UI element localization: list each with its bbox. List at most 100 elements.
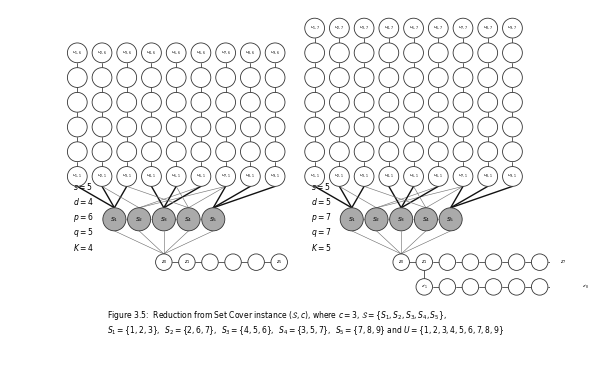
Text: $u_{6,7}$: $u_{6,7}$ xyxy=(433,24,443,32)
Circle shape xyxy=(248,254,264,270)
Circle shape xyxy=(117,68,136,87)
Circle shape xyxy=(354,43,374,63)
Circle shape xyxy=(354,166,374,186)
Circle shape xyxy=(478,117,498,137)
Circle shape xyxy=(225,254,241,270)
Text: $u_{4,6}$: $u_{4,6}$ xyxy=(146,49,157,57)
Circle shape xyxy=(404,117,424,137)
Text: $u_{1,7}$: $u_{1,7}$ xyxy=(310,24,319,32)
Circle shape xyxy=(428,18,448,38)
Text: $d = 5$: $d = 5$ xyxy=(310,196,331,207)
Circle shape xyxy=(509,279,525,295)
Circle shape xyxy=(305,142,324,162)
Circle shape xyxy=(404,92,424,112)
Text: $u_{5,1}$: $u_{5,1}$ xyxy=(409,173,419,180)
Circle shape xyxy=(265,68,285,87)
Circle shape xyxy=(578,279,594,295)
Circle shape xyxy=(502,142,523,162)
Circle shape xyxy=(191,68,211,87)
Circle shape xyxy=(478,43,498,63)
Text: $u_{2,6}$: $u_{2,6}$ xyxy=(97,49,107,57)
Circle shape xyxy=(166,142,186,162)
Circle shape xyxy=(305,68,324,87)
Circle shape xyxy=(166,92,186,112)
Circle shape xyxy=(379,92,399,112)
Text: $z_0$: $z_0$ xyxy=(160,258,167,266)
Circle shape xyxy=(462,279,479,295)
Text: $S_4$: $S_4$ xyxy=(422,215,430,224)
Circle shape xyxy=(453,68,473,87)
Circle shape xyxy=(117,142,136,162)
Text: $K = 4$: $K = 4$ xyxy=(73,242,94,253)
Text: $u_{1,1}$: $u_{1,1}$ xyxy=(72,173,82,180)
Circle shape xyxy=(329,166,349,186)
Circle shape xyxy=(439,254,455,270)
Circle shape xyxy=(329,68,349,87)
Circle shape xyxy=(453,142,473,162)
Circle shape xyxy=(241,166,260,186)
Circle shape xyxy=(179,254,195,270)
Text: $u_{1,1}$: $u_{1,1}$ xyxy=(310,173,319,180)
Circle shape xyxy=(67,92,87,112)
Circle shape xyxy=(428,68,448,87)
Circle shape xyxy=(241,142,260,162)
Text: $u_{2,7}$: $u_{2,7}$ xyxy=(334,24,345,32)
Text: $S_5$: $S_5$ xyxy=(209,215,217,224)
Circle shape xyxy=(155,254,172,270)
Text: $u_{7,1}$: $u_{7,1}$ xyxy=(221,173,231,180)
Circle shape xyxy=(354,117,374,137)
Circle shape xyxy=(485,254,502,270)
Circle shape xyxy=(379,142,399,162)
Circle shape xyxy=(152,208,176,231)
Circle shape xyxy=(265,117,285,137)
Circle shape xyxy=(241,68,260,87)
Circle shape xyxy=(502,18,523,38)
Circle shape xyxy=(329,43,349,63)
Circle shape xyxy=(416,254,433,270)
Circle shape xyxy=(329,117,349,137)
Text: $u_{9,1}$: $u_{9,1}$ xyxy=(270,173,280,180)
Circle shape xyxy=(141,43,162,63)
Circle shape xyxy=(216,92,236,112)
Text: $u_{3,7}$: $u_{3,7}$ xyxy=(359,24,369,32)
Circle shape xyxy=(67,68,87,87)
Circle shape xyxy=(554,279,571,295)
Circle shape xyxy=(531,254,548,270)
Text: $u_{1,6}$: $u_{1,6}$ xyxy=(72,49,83,57)
Circle shape xyxy=(404,43,424,63)
Circle shape xyxy=(379,166,399,186)
Circle shape xyxy=(166,117,186,137)
Text: $u_{4,7}$: $u_{4,7}$ xyxy=(384,24,394,32)
Text: $s = 5$: $s = 5$ xyxy=(310,181,330,192)
Circle shape xyxy=(404,18,424,38)
Circle shape xyxy=(478,18,498,38)
Circle shape xyxy=(216,166,236,186)
Circle shape xyxy=(117,117,136,137)
Circle shape xyxy=(428,142,448,162)
Circle shape xyxy=(329,18,349,38)
Circle shape xyxy=(216,142,236,162)
Circle shape xyxy=(141,68,162,87)
Circle shape xyxy=(478,142,498,162)
Circle shape xyxy=(365,208,388,231)
Text: $u_{7,1}$: $u_{7,1}$ xyxy=(458,173,468,180)
Circle shape xyxy=(67,166,87,186)
Text: $z_1$: $z_1$ xyxy=(184,258,190,266)
Text: $u_{6,1}$: $u_{6,1}$ xyxy=(433,173,443,180)
Text: $u_{9,6}$: $u_{9,6}$ xyxy=(270,49,280,57)
Text: $z_7$: $z_7$ xyxy=(559,258,566,266)
Circle shape xyxy=(67,43,87,63)
Circle shape xyxy=(502,68,523,87)
Circle shape xyxy=(439,279,455,295)
Circle shape xyxy=(502,117,523,137)
Circle shape xyxy=(166,166,186,186)
Text: $u_{9,7}$: $u_{9,7}$ xyxy=(507,24,518,32)
Text: $S_1$: $S_1$ xyxy=(110,215,119,224)
Circle shape xyxy=(404,166,424,186)
Circle shape xyxy=(117,92,136,112)
Circle shape xyxy=(265,166,285,186)
Circle shape xyxy=(117,43,136,63)
Circle shape xyxy=(329,142,349,162)
Circle shape xyxy=(265,43,285,63)
Text: $u_{3,6}$: $u_{3,6}$ xyxy=(122,49,132,57)
